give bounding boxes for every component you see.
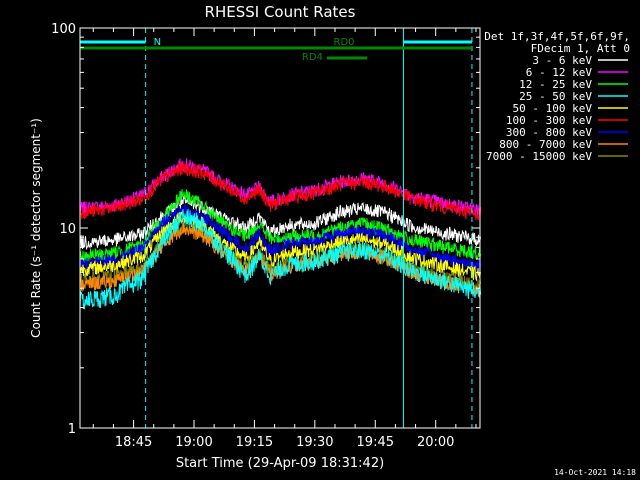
plot-area	[79, 158, 481, 310]
series-line-2	[79, 189, 481, 263]
y-tick-label-1: 10	[59, 222, 76, 237]
axes: 18:45 19:00 19:15 19:30 19:45 20:00 1 10 100	[51, 22, 481, 450]
legend-header-line2: FDecim 1, Att 0	[531, 42, 630, 55]
x-tick-label-5: 20:00	[417, 435, 454, 450]
legend-label-8: 7000 - 15000 keV	[486, 150, 592, 163]
legend-label-2: 12 - 25 keV	[519, 78, 592, 91]
legend-label-7: 800 - 7000 keV	[499, 138, 592, 151]
legend: Det 1f,3f,4f,5f,6f,9f, FDecim 1, Att 0 3…	[484, 30, 630, 163]
legend-header-line1: Det 1f,3f,4f,5f,6f,9f,	[484, 30, 630, 43]
legend-label-6: 300 - 800 keV	[506, 126, 592, 139]
y-tick-label-2: 100	[51, 22, 76, 37]
series-line-3	[79, 209, 481, 310]
footer-timestamp: 14-Oct-2021 14:18	[554, 468, 636, 477]
x-tick-label-1: 19:00	[175, 435, 212, 450]
x-axis-label: Start Time (29-Apr-09 18:31:42)	[176, 456, 384, 471]
x-tick-label-3: 19:30	[296, 435, 333, 450]
decimation-bar-label-1: RD4	[302, 52, 323, 63]
series-line-6	[79, 203, 481, 272]
legend-label-0: 3 - 6 keV	[532, 54, 592, 67]
x-tick-label-0: 18:45	[115, 435, 152, 450]
x-tick-label-2: 19:15	[236, 435, 273, 450]
y-axis-label: Count Rate (s⁻¹ detector segment⁻¹)	[29, 118, 43, 338]
series-line-5	[79, 161, 481, 221]
legend-label-3: 25 - 50 keV	[519, 90, 592, 103]
legend-label-1: 6 - 12 keV	[526, 66, 593, 79]
series-line-0	[79, 194, 481, 251]
series-line-4	[79, 211, 481, 282]
y-tick-label-0: 1	[68, 422, 76, 437]
attenuator-bar-label-0: N	[154, 37, 161, 48]
legend-label-5: 100 - 300 keV	[506, 114, 592, 127]
x-tick-label-4: 19:45	[357, 435, 394, 450]
chart-title: RHESSI Count Rates	[205, 3, 356, 21]
legend-label-4: 50 - 100 keV	[513, 102, 593, 115]
decimation-bar-label-0: RD0	[334, 37, 355, 48]
